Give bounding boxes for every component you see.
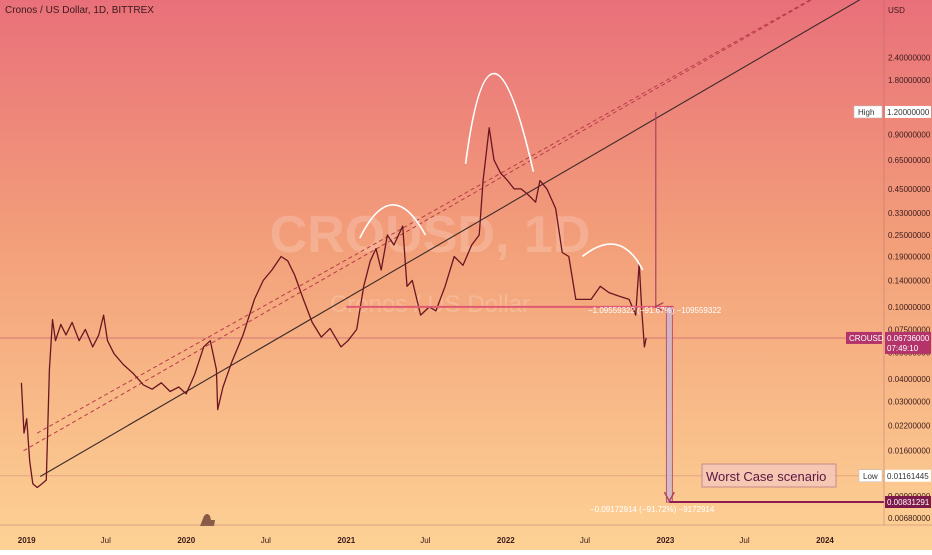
low-value-box [885, 469, 931, 482]
watermark-name: Cronos / US Dollar [330, 291, 530, 318]
time-tick-label: 2023 [657, 536, 675, 545]
logo-shape [200, 514, 215, 526]
time-tick-label: Jul [261, 536, 271, 545]
price-axis[interactable]: USD 2.40000000 1.80000000 0.90000000 0.65000… [883, 0, 931, 525]
price-tick-label: 0.25000000 [888, 231, 931, 240]
tradingview-logo-icon [200, 514, 215, 526]
time-axis[interactable]: 2019 Jul 2020 Jul 2021 Jul 2022 Jul 2023 Jul 2024 [0, 524, 932, 545]
price-tick-label: 2.40000000 [888, 54, 931, 63]
price-tick-label: 0.02200000 [888, 422, 931, 431]
watermark: CROUSD, 1D Cronos / US Dollar [270, 206, 591, 318]
price-axis-unit: USD [888, 6, 905, 15]
time-tick-label: 2020 [177, 536, 195, 545]
channel-mid-dashed-line [36, 0, 811, 434]
time-tick-label: Jul [420, 536, 430, 545]
worst-case-arrow-shaft [665, 306, 673, 503]
high-tag-text: High [858, 108, 874, 117]
watermark-symbol: CROUSD, 1D [270, 206, 591, 264]
plot-area[interactable]: −1.09559322 (−91.67%) −109559322 −0.09172… [0, 0, 884, 526]
price-tick-label: 0.45000000 [888, 185, 931, 194]
ascending-trendline [39, 0, 861, 478]
current-price-countdown: 07:49:10 [887, 344, 919, 353]
price-tick-label: 0.10000000 [888, 303, 931, 312]
time-tick-label: 2024 [816, 536, 834, 545]
price-tick-label: 0.01600000 [888, 447, 931, 456]
price-series-line[interactable] [20, 127, 647, 489]
time-tick-label: Jul [101, 536, 111, 545]
high-value-text: 1.20000000 [887, 108, 930, 117]
price-tick-label: 0.00680000 [888, 514, 931, 523]
high-value-box [885, 105, 931, 118]
right-shoulder-curve [581, 243, 644, 271]
price-tags: High 1.20000000 Low 0.01161445 0.00831291 CRO… [846, 105, 931, 508]
symbol-tag-text: CROUSD [849, 334, 884, 343]
price-tick-label: 1.80000000 [888, 76, 931, 85]
price-tick-label: 0.03000000 [888, 397, 931, 406]
price-tick-label: 0.65000000 [888, 156, 931, 165]
time-tick-label: 2021 [337, 536, 355, 545]
time-tick-label: Jul [580, 536, 590, 545]
worst-case-annotation-box[interactable] [701, 463, 837, 488]
chart-title: Cronos / US Dollar, 1D, BITTREX [5, 5, 154, 16]
symbol-tag-box [846, 331, 882, 344]
worst-case-annotation-text: Worst Case scenario [706, 469, 826, 484]
price-tick-label: 0.04000000 [888, 375, 931, 384]
measurement-label-2: −0.09172914 (−91.72%) −9172914 [590, 505, 715, 514]
worst-case-arrowhead [663, 491, 675, 503]
high-tag-box [853, 105, 883, 119]
time-tick-label: Jul [739, 536, 749, 545]
left-shoulder-curve [359, 204, 427, 239]
time-tick-label: 2022 [497, 536, 515, 545]
current-price-value: 0.06736000 [887, 334, 930, 343]
price-tick-label: 0.19000000 [888, 253, 931, 262]
time-tick-label: 2019 [18, 536, 36, 545]
current-price-box [885, 331, 931, 354]
low-tag-box [858, 469, 883, 483]
measurement-label-1: −1.09559322 (−91.67%) −109559322 [588, 306, 722, 315]
worst-value-text: 0.00831291 [887, 498, 930, 507]
price-tick-label: 0.07500000 [888, 325, 931, 334]
channel-top-dashed-line [23, 0, 813, 452]
worst-value-box [885, 495, 931, 508]
head-curve [464, 72, 535, 172]
price-tick-label: 0.14000000 [888, 276, 931, 285]
low-tag-text: Low [863, 472, 878, 481]
price-tick-label: 0.90000000 [888, 131, 931, 140]
price-tick-label: 0.33000000 [888, 209, 931, 218]
low-value-text: 0.01161445 [887, 472, 929, 481]
